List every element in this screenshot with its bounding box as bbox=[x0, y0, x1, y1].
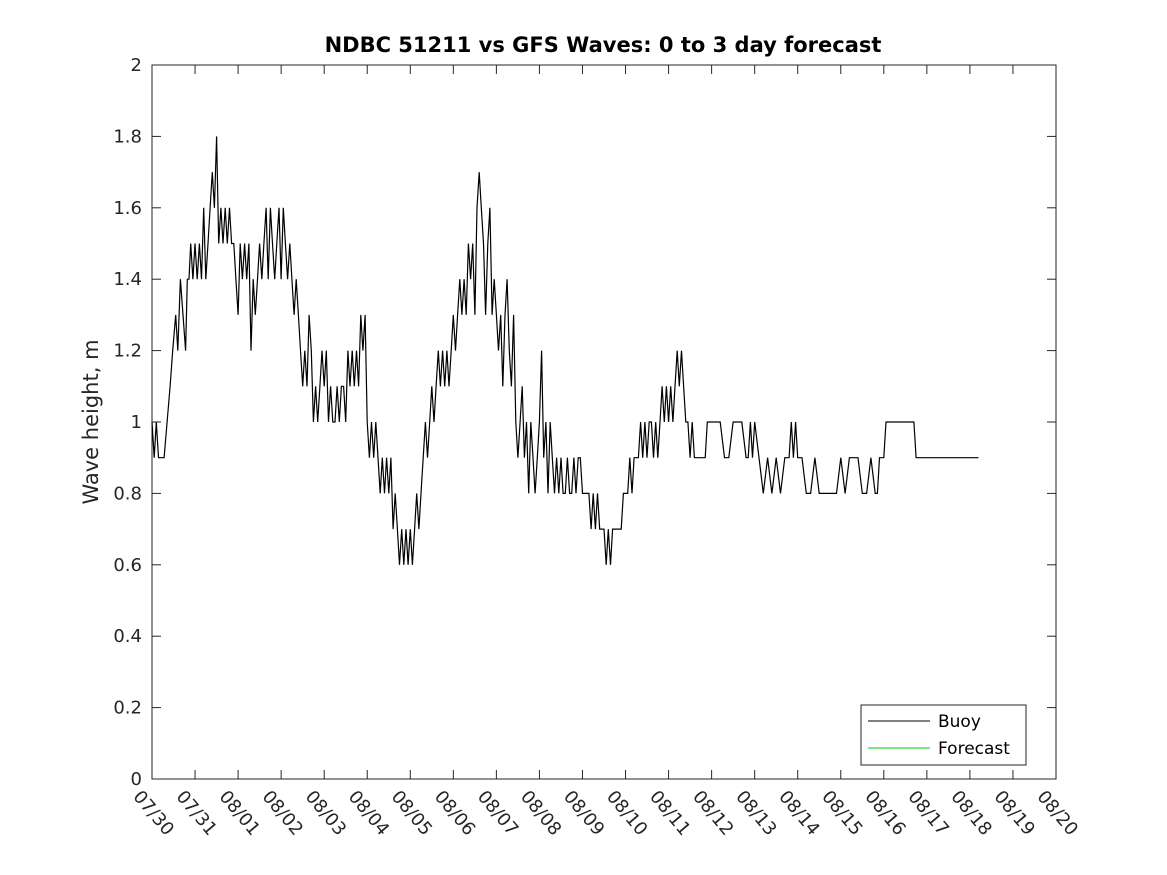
x-tick-label: 08/01 bbox=[215, 787, 264, 840]
x-tick-label: 08/07 bbox=[473, 787, 522, 840]
plot-area bbox=[151, 64, 1057, 780]
x-tick-label: 08/15 bbox=[817, 787, 866, 840]
legend-forecast-label: Forecast bbox=[938, 739, 1010, 759]
y-tick-label: 2 bbox=[131, 55, 142, 76]
y-tick-label: 0.2 bbox=[113, 698, 142, 719]
series-line-buoy bbox=[151, 136, 979, 565]
x-tick-label: 08/14 bbox=[774, 787, 823, 840]
y-axis-label: Wave height, m bbox=[79, 339, 103, 504]
series-group bbox=[151, 136, 979, 565]
x-tick-label: 08/02 bbox=[258, 787, 307, 840]
y-tick-label: 0.4 bbox=[113, 626, 142, 647]
y-tick-label: 0 bbox=[131, 769, 142, 790]
x-tick-label: 08/16 bbox=[860, 787, 909, 840]
x-tick-label: 08/05 bbox=[387, 787, 436, 840]
x-tick-label: 08/06 bbox=[430, 787, 479, 840]
y-tick-label: 1.8 bbox=[113, 126, 142, 147]
x-tick-label: 08/20 bbox=[1033, 787, 1082, 840]
x-tick-label: 08/08 bbox=[516, 787, 565, 840]
legend-box bbox=[860, 704, 1027, 766]
x-tick-label: 07/31 bbox=[172, 787, 221, 840]
legend-buoy-label: Buoy bbox=[938, 712, 981, 732]
y-axis: 0 0.2 0.4 0.6 0.8 1 1.2 1.4 1.6 1.8 2 bbox=[113, 55, 1056, 790]
x-tick-label: 07/30 bbox=[129, 787, 178, 840]
x-tick-label: 08/03 bbox=[301, 787, 350, 840]
x-tick-label: 08/11 bbox=[645, 787, 694, 840]
x-tick-label: 08/04 bbox=[344, 787, 393, 840]
legend: Buoy Forecast bbox=[860, 704, 1027, 766]
x-tick-label: 08/19 bbox=[990, 787, 1039, 840]
x-tick-label: 08/09 bbox=[559, 787, 608, 840]
y-tick-label: 0.6 bbox=[113, 555, 142, 576]
chart-title: NDBC 51211 vs GFS Waves: 0 to 3 day fore… bbox=[325, 33, 882, 57]
x-tick-label: 08/17 bbox=[903, 787, 952, 840]
y-tick-label: 1.6 bbox=[113, 198, 142, 219]
x-tick-label: 08/18 bbox=[946, 787, 995, 840]
y-tick-label: 1.2 bbox=[113, 341, 142, 362]
x-tick-label: 08/10 bbox=[602, 787, 651, 840]
y-tick-label: 1.4 bbox=[113, 269, 142, 290]
x-tick-label: 08/12 bbox=[688, 787, 737, 840]
y-tick-label: 1 bbox=[131, 412, 142, 433]
y-tick-label: 0.8 bbox=[113, 483, 142, 504]
x-tick-label: 08/13 bbox=[731, 787, 780, 840]
